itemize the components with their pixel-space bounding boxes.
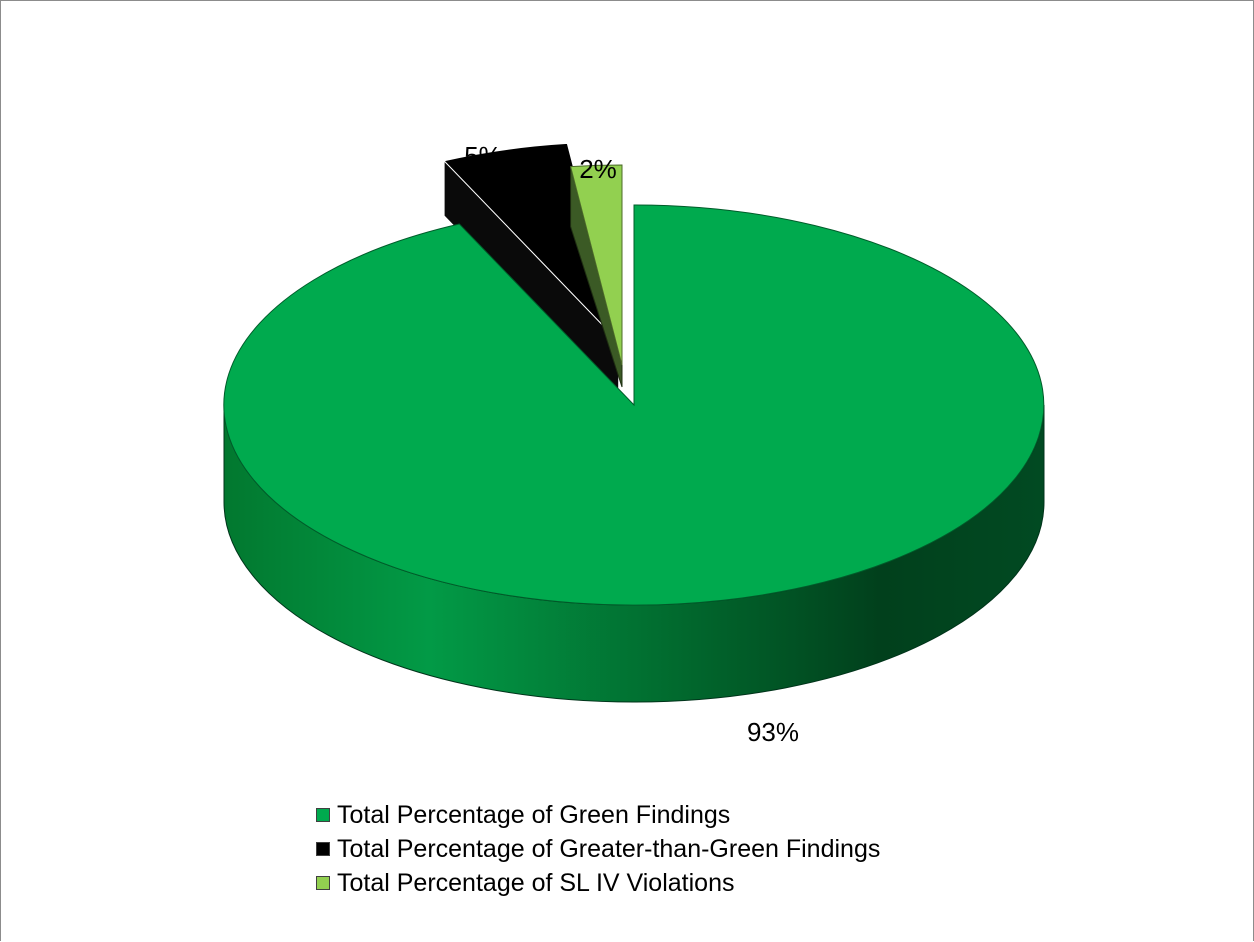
data-label-green-findings: 93% <box>747 717 799 747</box>
slice-sl-iv-violations <box>569 164 623 366</box>
legend-item-greater-than-green-findings: Total Percentage of Greater-than-Green F… <box>316 832 1116 866</box>
data-label-greater-than-green-findings: 5% <box>464 141 502 171</box>
legend-swatch-green <box>316 808 330 822</box>
legend: Total Percentage of Green Findings Total… <box>316 798 1116 900</box>
legend-item-green-findings: Total Percentage of Green Findings <box>316 798 1116 832</box>
data-label-sl-iv-violations: 2% <box>579 154 617 184</box>
slice-green-findings <box>223 204 1045 606</box>
legend-item-sl-iv-violations: Total Percentage of SL IV Violations <box>316 866 1116 900</box>
legend-label: Total Percentage of Green Findings <box>337 800 731 829</box>
legend-label: Total Percentage of SL IV Violations <box>337 868 735 897</box>
legend-swatch-light-green <box>316 876 330 890</box>
legend-swatch-black <box>316 842 330 856</box>
legend-label: Total Percentage of Greater-than-Green F… <box>337 834 881 863</box>
